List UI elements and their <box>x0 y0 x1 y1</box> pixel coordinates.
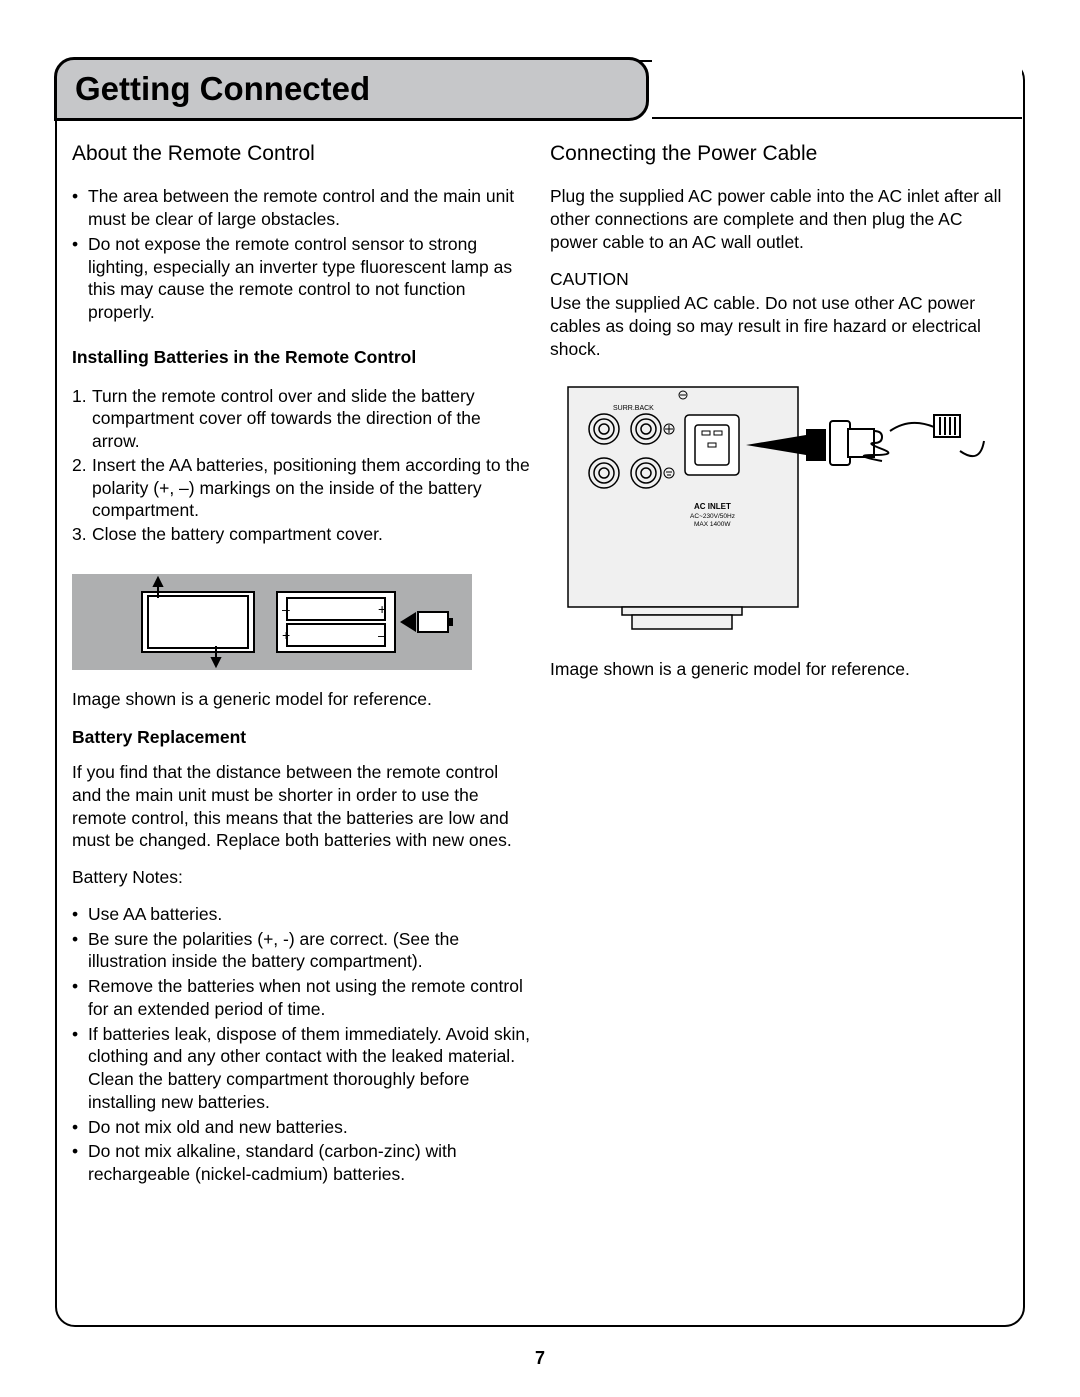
replace-paragraph: If you find that the distance between th… <box>72 761 530 852</box>
power-figure: SURR.BACK AC <box>550 381 990 641</box>
svg-text:–: – <box>282 601 290 617</box>
caution-head: CAUTION <box>550 268 1008 291</box>
step-item: 3.Close the battery compartment cover. <box>72 523 530 546</box>
step-text: Insert the AA batteries, positioning the… <box>92 455 530 521</box>
install-subhead: Installing Batteries in the Remote Contr… <box>72 346 530 369</box>
bullet-item: Use AA batteries. <box>72 903 530 926</box>
page-title: Getting Connected <box>54 57 649 121</box>
svg-text:AC INLET: AC INLET <box>694 502 731 511</box>
remote-intro-bullets: The area between the remote control and … <box>72 185 530 324</box>
bullet-item: Remove the batteries when not using the … <box>72 975 530 1021</box>
page-border: Getting Connected About the Remote Contr… <box>55 60 1025 1327</box>
power-caption: Image shown is a generic model for refer… <box>550 658 1008 681</box>
page-number: 7 <box>535 1348 545 1369</box>
notes-head: Battery Notes: <box>72 866 530 889</box>
svg-text:MAX 1400W: MAX 1400W <box>694 521 731 528</box>
svg-text:AC~230V/50Hz: AC~230V/50Hz <box>690 513 735 520</box>
battery-figure: – + + – <box>72 574 472 670</box>
bullet-item: Do not expose the remote control sensor … <box>72 233 530 324</box>
step-text: Turn the remote control over and slide t… <box>92 386 481 452</box>
title-container: Getting Connected <box>54 57 649 121</box>
bullet-item: Do not mix old and new batteries. <box>72 1116 530 1139</box>
right-column: Connecting the Power Cable Plug the supp… <box>550 140 1008 1204</box>
install-steps: 1.Turn the remote control over and slide… <box>72 385 530 546</box>
battery-caption: Image shown is a generic model for refer… <box>72 688 530 711</box>
step-item: 2.Insert the AA batteries, positioning t… <box>72 454 530 522</box>
left-column: About the Remote Control The area betwee… <box>72 140 530 1204</box>
replace-subhead: Battery Replacement <box>72 726 530 749</box>
left-heading: About the Remote Control <box>72 140 530 167</box>
bullet-item: Do not mix alkaline, standard (carbon-zi… <box>72 1140 530 1186</box>
svg-text:+: + <box>282 627 290 643</box>
content-columns: About the Remote Control The area betwee… <box>72 140 1008 1204</box>
caution-paragraph: Use the supplied AC cable. Do not use ot… <box>550 292 1008 360</box>
battery-notes-bullets: Use AA batteries. Be sure the polarities… <box>72 903 530 1186</box>
step-text: Close the battery compartment cover. <box>92 524 383 544</box>
step-number: 1. <box>72 385 87 408</box>
power-paragraph: Plug the supplied AC power cable into th… <box>550 185 1008 253</box>
panel-label: SURR.BACK <box>613 405 654 412</box>
svg-text:+: + <box>378 601 386 617</box>
bullet-item: The area between the remote control and … <box>72 185 530 231</box>
right-heading: Connecting the Power Cable <box>550 140 1008 167</box>
title-spacer <box>652 59 1022 119</box>
step-number: 3. <box>72 523 87 546</box>
step-number: 2. <box>72 454 87 477</box>
bullet-item: If batteries leak, dispose of them immed… <box>72 1023 530 1114</box>
svg-text:–: – <box>378 627 386 643</box>
bullet-item: Be sure the polarities (+, -) are correc… <box>72 928 530 974</box>
step-item: 1.Turn the remote control over and slide… <box>72 385 530 453</box>
